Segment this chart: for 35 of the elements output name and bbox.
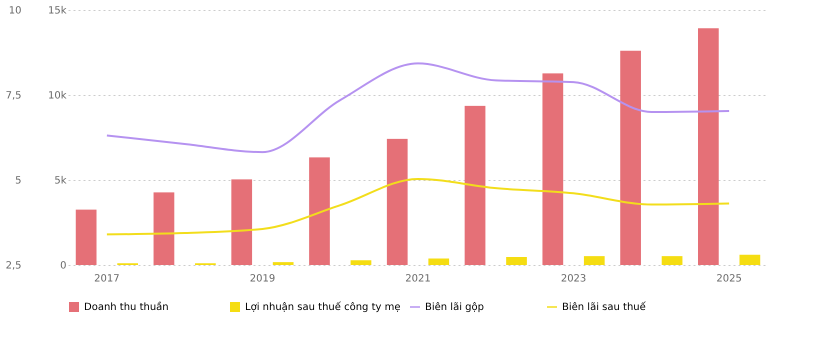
bar [154,192,174,265]
x-tick-label: 2023 [560,274,586,284]
bar [620,50,641,265]
x-tick-label: 2019 [250,274,276,284]
bar [231,179,252,265]
bar [506,257,527,265]
bar [428,258,450,265]
line-series [106,178,730,236]
legend-label: Doanh thu thuần [84,301,169,313]
line-series [106,62,730,154]
y-tick-label: 0 [60,260,66,272]
y2-tick-label: 5 [15,176,22,186]
legend-label: Lợi nhuận sau thuế công ty mẹ [245,301,400,313]
bar [272,262,294,265]
y-tick-label: 5k [54,176,67,186]
legend-label: Biên lãi gộp [425,302,484,313]
y2-tick-label: 2,5 [6,260,22,272]
x-tick-label: 2025 [716,274,742,284]
bar [76,210,97,265]
bar [309,157,330,265]
bar [350,260,372,265]
y2-tick-label: 7,5 [6,90,22,102]
y-tick-label: 10k [48,90,67,102]
y2-tick-label: 10 [8,6,22,16]
bar [739,254,760,265]
legend-label: Biên lãi sau thuế [562,301,647,313]
bar [698,28,719,265]
bar [584,256,605,265]
y-tick-label: 15k [48,6,67,16]
bar [386,138,408,265]
x-tick-label: 2017 [94,274,120,284]
bar [662,256,682,265]
x-tick-label: 2021 [405,274,431,284]
bar [542,73,564,265]
bar [464,106,486,265]
